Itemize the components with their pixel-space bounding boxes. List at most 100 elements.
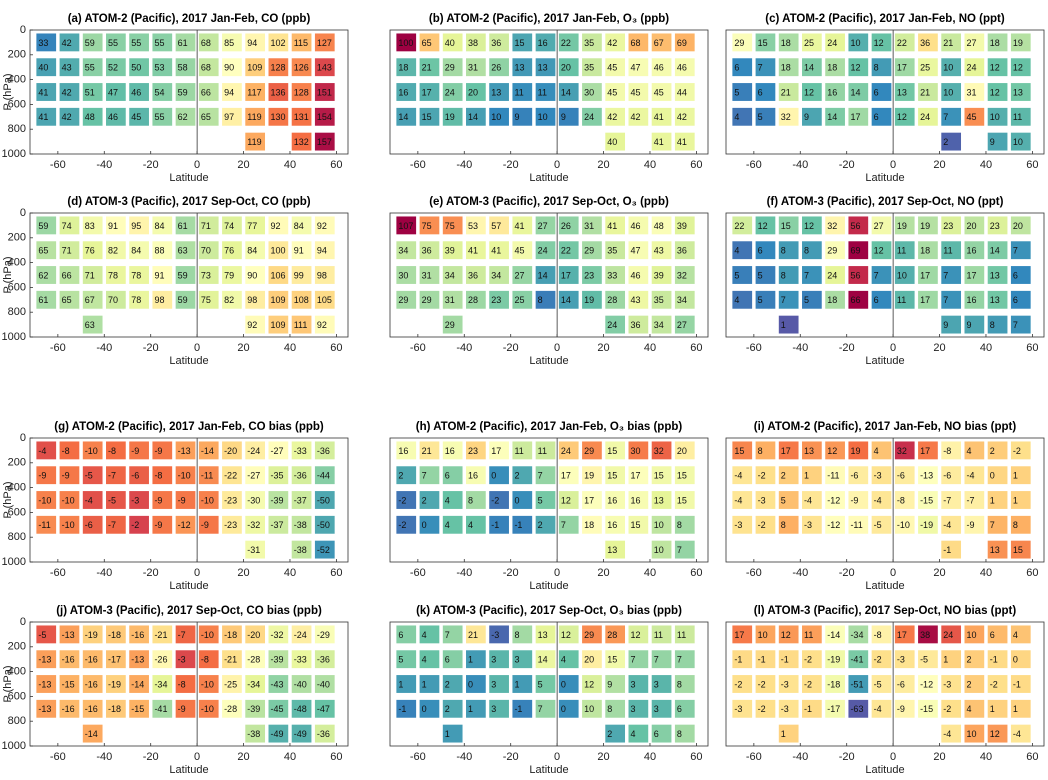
x-tick-label: 20: [237, 159, 249, 171]
cell-label: 6: [445, 471, 450, 481]
cell-label: -15: [62, 679, 75, 689]
cell: [175, 441, 196, 460]
cell-label: 66: [62, 270, 72, 280]
cell-label: 68: [201, 63, 211, 73]
cell-label: 12: [990, 63, 1000, 73]
cell: [941, 650, 962, 669]
cell: [941, 491, 962, 509]
cell: [82, 724, 103, 743]
cell: [894, 33, 915, 52]
cell: [848, 241, 869, 260]
cell-label: 4: [1013, 630, 1018, 640]
cell-label: -10: [62, 495, 75, 505]
cell-label: 71: [62, 246, 72, 256]
panel-title: (f) ATOM-3 (Pacific), 2017 Sep-Oct, NO (…: [767, 196, 1004, 208]
cell: [582, 107, 602, 126]
cell-label: 18: [781, 38, 791, 48]
cell-label: 14: [561, 87, 571, 97]
cell-label: 16: [607, 520, 617, 530]
cell-label: 24: [967, 63, 977, 73]
cell: [396, 290, 417, 309]
cell: [987, 315, 1008, 334]
cell-label: -49: [271, 729, 284, 739]
cell-label: 55: [85, 63, 95, 73]
plot-frame: [725, 212, 1045, 338]
cell-label: -7: [943, 495, 951, 505]
cell: [442, 491, 463, 509]
cell: [175, 33, 196, 52]
cell: [245, 58, 266, 77]
cell: [964, 625, 985, 644]
cell: [314, 83, 335, 101]
cell: [268, 466, 289, 485]
cell: [59, 466, 80, 485]
cell: [489, 290, 509, 309]
cell-label: -2: [758, 704, 766, 714]
cell: [732, 83, 753, 101]
cell-label: -9: [897, 704, 905, 714]
cell: [129, 216, 149, 235]
cell-label: 5: [758, 295, 763, 305]
cell: [628, 216, 649, 235]
cell: [558, 290, 579, 309]
cell-label: 6: [445, 655, 450, 665]
cell-label: -21: [224, 655, 237, 665]
cell: [396, 266, 417, 284]
cell-label: -38: [294, 545, 307, 555]
y-tick-label: 800: [8, 531, 26, 543]
cell: [198, 290, 219, 309]
x-tick-label: -20: [143, 342, 159, 354]
cell: [314, 699, 335, 718]
cell: [894, 216, 915, 235]
cell: [605, 290, 626, 309]
cell-label: -1: [734, 655, 742, 665]
cell: [825, 675, 845, 693]
cell-label: -13: [38, 655, 51, 665]
cell-label: -2: [734, 679, 742, 689]
cell: [314, 625, 335, 644]
cell-label: 27: [514, 270, 524, 280]
x-tick-label: -40: [456, 342, 472, 354]
plot-frame: [389, 437, 709, 563]
cell-label: 18: [584, 520, 594, 530]
cell: [605, 266, 626, 284]
cell: [871, 241, 892, 260]
cell: [755, 675, 776, 693]
cell-label: -3: [734, 704, 742, 714]
cell: [755, 33, 776, 52]
cell: [871, 107, 892, 126]
cell: [825, 515, 845, 534]
cell-label: 84: [154, 221, 164, 231]
cell: [674, 650, 695, 669]
cell: [651, 290, 672, 309]
cell-label: 12: [804, 221, 814, 231]
cell: [59, 625, 80, 644]
cell: [558, 650, 579, 669]
cell: [175, 107, 196, 126]
cell: [466, 241, 486, 260]
cell-label: 62: [38, 270, 48, 280]
x-tick-label: 60: [690, 342, 702, 354]
cell-label: 24: [827, 38, 837, 48]
cell-label: 15: [734, 446, 744, 456]
cell-label: -2: [1013, 446, 1021, 456]
cell-label: 45: [607, 87, 617, 97]
cell: [535, 441, 556, 460]
cell: [871, 466, 892, 485]
cell-label: -8: [154, 471, 162, 481]
cell-label: 15: [758, 38, 768, 48]
cell-label: -32: [247, 520, 260, 530]
cell: [628, 241, 649, 260]
x-tick-label: 0: [194, 159, 200, 171]
cell: [1010, 241, 1031, 260]
cell-label: 10: [943, 63, 953, 73]
cell: [175, 491, 196, 509]
cell-label: 68: [631, 38, 641, 48]
y-tick-label: 400: [8, 257, 26, 269]
cell: [535, 33, 556, 52]
cell: [59, 83, 80, 101]
cell-label: -14: [85, 729, 98, 739]
cell-label: 41: [514, 221, 524, 231]
cell: [628, 107, 649, 126]
cell-label: 61: [178, 38, 188, 48]
